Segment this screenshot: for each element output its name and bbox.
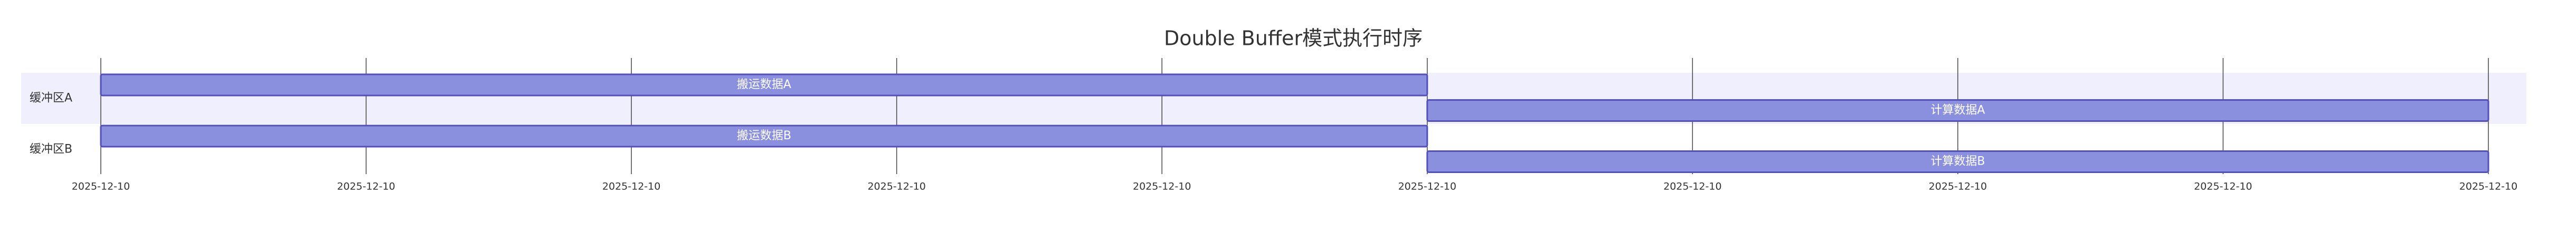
task-label: 搬运数据A xyxy=(737,78,791,91)
x-tick-label: 2025-12-10 xyxy=(1133,181,1191,193)
task-label: 搬运数据B xyxy=(737,129,791,142)
x-tick-label: 2025-12-10 xyxy=(602,181,660,193)
x-tick-label: 2025-12-10 xyxy=(2194,181,2252,193)
x-tick-label: 2025-12-10 xyxy=(1398,181,1456,193)
chart-title: Double Buffer模式执行时序 xyxy=(1164,27,1423,50)
x-tick-label: 2025-12-10 xyxy=(337,181,395,193)
x-tick-label: 2025-12-10 xyxy=(72,181,130,193)
task-label: 计算数据A xyxy=(1930,104,1985,117)
x-tick-label: 2025-12-10 xyxy=(2459,181,2517,193)
task-label: 计算数据B xyxy=(1930,155,1985,168)
x-tick-label: 2025-12-10 xyxy=(867,181,925,193)
task-bar xyxy=(1426,150,2489,173)
x-tick-label: 2025-12-10 xyxy=(1929,181,1987,193)
task-bar xyxy=(100,73,1428,97)
x-tick-label: 2025-12-10 xyxy=(1663,181,1721,193)
task-bar xyxy=(100,125,1428,148)
task-bar xyxy=(1426,99,2489,122)
section-label: 缓冲区B xyxy=(30,143,72,156)
section-label: 缓冲区A xyxy=(30,92,72,105)
